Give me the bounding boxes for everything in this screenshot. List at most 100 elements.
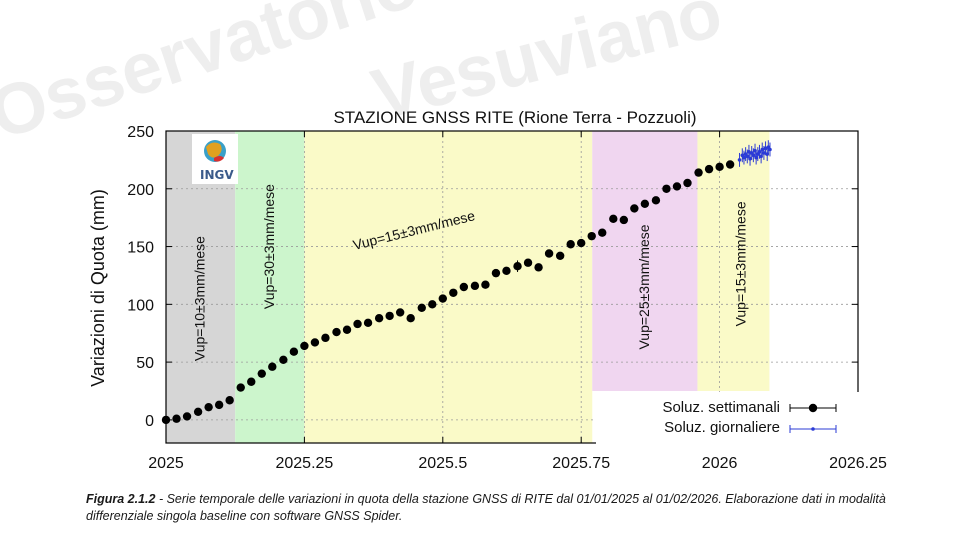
weekly-point	[662, 184, 671, 193]
globe-land-icon-2	[214, 156, 224, 162]
weekly-point	[577, 238, 586, 248]
axis-ticks: 2025 2025.25 2025.5 2025.75 2026 2026.25 0 50 10…	[127, 124, 887, 472]
weekly-point	[566, 240, 575, 249]
y-tick-label: 50	[136, 355, 154, 372]
weekly-point	[247, 377, 256, 386]
y-tick-label: 200	[127, 182, 154, 199]
weekly-point	[300, 341, 309, 351]
weekly-point	[161, 415, 171, 425]
weekly-point	[182, 412, 192, 421]
y-tick-label: 150	[127, 240, 154, 257]
caption-text: - Serie temporale delle variazioni in qu…	[86, 492, 886, 523]
weekly-point	[651, 196, 661, 205]
weekly-point	[204, 402, 213, 412]
daily-point	[745, 154, 750, 159]
weekly-point	[428, 300, 437, 309]
band-label: Vup=30±3mm/mese	[261, 184, 277, 309]
weekly-point	[704, 164, 714, 174]
figure-caption: Figura 2.1.2 - Serie temporale delle var…	[86, 491, 906, 525]
weekly-point	[353, 319, 362, 329]
rate-band	[592, 131, 698, 391]
legend-label-weekly: Soluz. settimanali	[662, 399, 780, 416]
chart-title: STAZIONE GNSS RITE (Rione Terra - Pozzuo…	[333, 108, 696, 127]
daily-point	[757, 150, 762, 154]
weekly-point	[257, 369, 266, 378]
daily-point	[754, 155, 758, 160]
weekly-point	[279, 355, 288, 364]
weekly-point	[310, 338, 320, 347]
y-tick-label: 250	[127, 124, 154, 141]
weekly-point	[385, 311, 394, 321]
daily-point	[742, 155, 746, 160]
weekly-point	[449, 288, 458, 297]
weekly-point	[321, 333, 330, 343]
weekly-point	[725, 160, 735, 169]
weekly-point	[214, 400, 224, 410]
weekly-point	[598, 228, 607, 237]
weekly-point	[374, 314, 384, 323]
weekly-point	[491, 268, 501, 278]
plot-frame	[165, 130, 859, 444]
weekly-point	[672, 182, 682, 191]
band-label: Vup=10±3mm/mese	[192, 236, 208, 361]
rate-band	[697, 131, 770, 391]
daily-point	[748, 156, 752, 161]
data-points	[161, 140, 772, 425]
weekly-point	[417, 303, 426, 312]
legend-label-daily: Soluz. giornaliere	[664, 419, 780, 436]
weekly-point	[683, 178, 692, 188]
weekly-point	[544, 249, 554, 258]
daily-point	[762, 151, 766, 155]
weekly-point	[502, 266, 511, 276]
weekly-point	[225, 396, 234, 405]
weekly-point	[406, 314, 415, 323]
weekly-point	[459, 282, 469, 292]
weekly-point	[289, 347, 299, 356]
y-tick-label: 100	[127, 297, 154, 314]
weekly-point	[534, 263, 543, 272]
x-tick-label: 2025.25	[275, 455, 333, 472]
band-label: Vup=15±3mm/mese	[732, 201, 748, 326]
weekly-point	[236, 383, 245, 392]
y-axis-label: Variazioni di Quota (mm)	[88, 189, 108, 387]
x-tick-label: 2025.5	[418, 455, 467, 472]
daily-point	[763, 146, 768, 151]
legend: Soluz. settimanali Soluz. giornaliere	[596, 392, 859, 445]
weekly-point	[609, 214, 618, 224]
weekly-point	[715, 162, 724, 172]
ingv-logo: INGV	[192, 134, 238, 184]
rate-band	[235, 131, 305, 443]
weekly-point	[470, 281, 480, 291]
weekly-point	[438, 294, 447, 303]
weekly-point	[523, 258, 533, 267]
y-tick-label: 0	[145, 413, 154, 430]
weekly-point	[395, 308, 405, 317]
legend-box	[596, 392, 859, 445]
caption-label: Figura 2.1.2	[86, 492, 156, 506]
weekly-point	[513, 262, 522, 271]
weekly-point	[193, 407, 203, 416]
daily-point	[760, 147, 765, 152]
weekly-point	[640, 199, 650, 208]
weekly-point	[630, 204, 639, 213]
weekly-point	[172, 414, 181, 423]
weekly-point	[332, 327, 341, 337]
rate-bands	[166, 131, 770, 443]
x-tick-label: 2025.75	[552, 455, 610, 472]
daily-point	[751, 153, 756, 158]
weekly-point	[587, 231, 596, 241]
rate-band	[304, 131, 593, 443]
x-tick-label: 2026	[702, 455, 738, 472]
weekly-point	[694, 168, 703, 177]
weekly-point	[268, 362, 277, 371]
x-tick-label: 2026.25	[829, 455, 887, 472]
legend-marker	[808, 403, 818, 413]
weekly-point	[619, 215, 629, 225]
weekly-point	[342, 325, 352, 334]
daily-point	[768, 147, 772, 152]
weekly-point	[363, 318, 373, 328]
ingv-logo-text: INGV	[200, 168, 234, 182]
band-label: Vup=25±3mm/mese	[636, 224, 652, 349]
legend-markers	[789, 403, 837, 433]
